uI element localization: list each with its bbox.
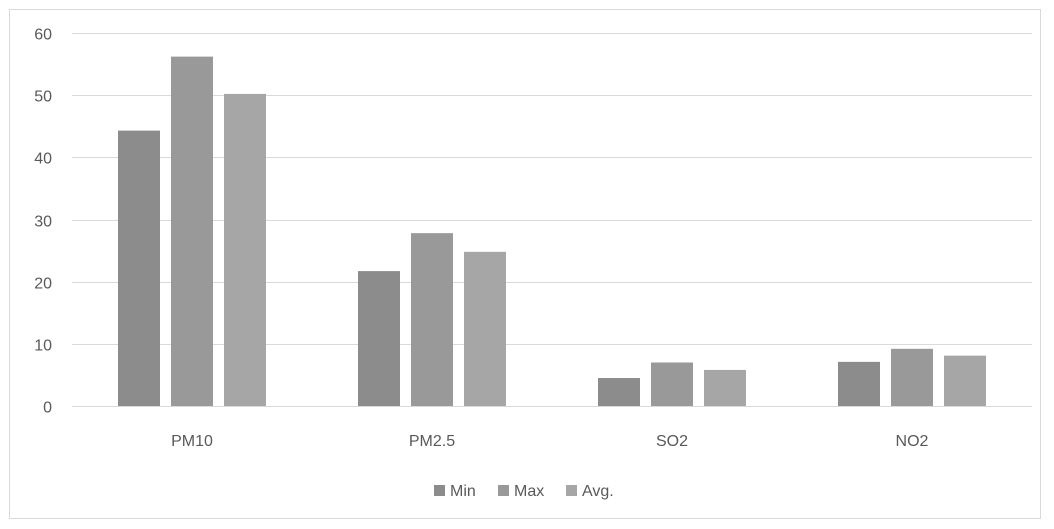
y-axis-tick-labels: 0 10 20 30 40 50 60: [34, 27, 52, 417]
bar-max-pm10: [171, 56, 213, 407]
y-tick-label: 50: [34, 89, 52, 106]
x-axis-category-labels: PM10 PM2.5 SO2 NO2: [171, 433, 928, 450]
bar-max-pm25: [411, 233, 453, 406]
legend-swatch: [566, 485, 577, 496]
x-category-label: SO2: [656, 433, 688, 450]
y-tick-label: 40: [34, 151, 52, 168]
y-tick-label: 10: [34, 338, 52, 355]
y-tick-label: 60: [34, 27, 52, 44]
legend-label: Min: [450, 483, 476, 500]
legend: Min Max Avg.: [434, 483, 614, 500]
x-category-label: PM2.5: [409, 433, 455, 450]
y-tick-label: 20: [34, 276, 52, 293]
gridlines: [72, 33, 1032, 407]
bar-min-pm25: [358, 271, 400, 406]
x-category-label: NO2: [896, 433, 929, 450]
legend-label: Avg.: [582, 483, 614, 500]
bar-max-no2: [891, 348, 933, 406]
y-tick-label: 30: [34, 214, 52, 231]
bar-min-pm10: [118, 130, 160, 406]
legend-swatch: [434, 485, 445, 496]
bar-avg-no2: [944, 355, 986, 406]
legend-swatch: [498, 485, 509, 496]
bar-min-no2: [838, 361, 880, 406]
x-category-label: PM10: [171, 433, 213, 450]
bar-max-so2: [651, 362, 693, 406]
bars: [118, 56, 986, 407]
bar-avg-so2: [704, 369, 746, 406]
bar-avg-pm25: [464, 251, 506, 406]
bar-avg-pm10: [224, 93, 266, 406]
legend-label: Max: [514, 483, 544, 500]
bar-min-so2: [598, 378, 640, 406]
y-tick-label: 0: [43, 400, 52, 417]
